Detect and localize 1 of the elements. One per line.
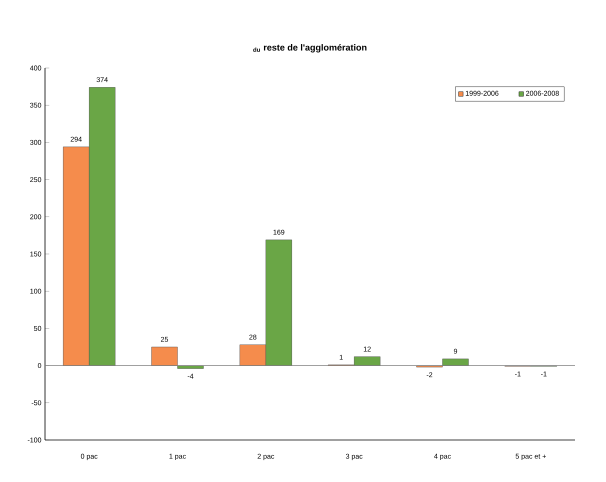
chart-title: $_{du}$ reste de l'agglomération bbox=[253, 44, 366, 52]
